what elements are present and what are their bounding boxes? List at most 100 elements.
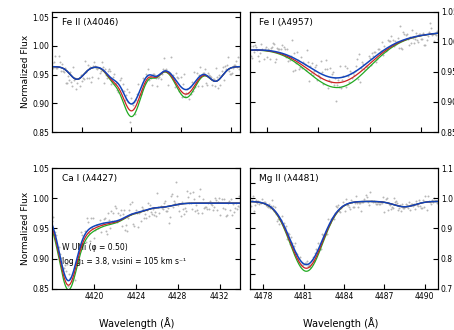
Point — [223, 212, 231, 217]
Point — [274, 46, 281, 51]
Point — [279, 43, 286, 48]
Point — [207, 201, 215, 206]
Point — [266, 56, 273, 62]
Point — [374, 56, 381, 62]
Point — [324, 216, 331, 221]
Point — [316, 74, 323, 79]
Point — [378, 49, 385, 54]
Point — [422, 42, 429, 48]
Point — [135, 225, 142, 230]
Point — [179, 82, 186, 87]
Point — [305, 262, 312, 268]
Point — [384, 37, 391, 42]
Point — [52, 230, 59, 235]
Point — [189, 189, 197, 195]
Point — [217, 82, 224, 87]
Point — [282, 54, 289, 59]
Point — [76, 84, 83, 89]
Point — [285, 231, 292, 236]
Point — [317, 76, 324, 81]
Point — [299, 66, 306, 71]
Point — [55, 53, 62, 59]
Point — [146, 75, 153, 80]
Point — [49, 218, 56, 224]
Point — [427, 201, 434, 206]
Point — [206, 199, 213, 204]
Point — [419, 36, 426, 41]
Point — [160, 200, 168, 205]
Point — [212, 197, 220, 202]
Point — [389, 37, 396, 42]
Point — [228, 213, 236, 218]
Point — [205, 207, 212, 212]
Point — [407, 40, 415, 45]
Point — [269, 41, 276, 46]
Point — [128, 211, 135, 216]
Point — [141, 81, 148, 86]
Point — [148, 210, 155, 215]
Point — [207, 74, 215, 79]
Point — [75, 76, 82, 81]
Point — [58, 61, 65, 67]
Point — [86, 65, 94, 70]
Point — [336, 84, 343, 89]
Point — [69, 65, 77, 70]
Point — [434, 37, 442, 42]
Point — [154, 191, 161, 196]
Point — [237, 45, 244, 50]
Point — [188, 91, 195, 97]
Point — [246, 43, 253, 48]
Point — [192, 80, 200, 85]
Point — [89, 74, 96, 80]
Point — [201, 67, 208, 72]
Point — [81, 228, 89, 234]
Point — [378, 199, 385, 204]
Point — [140, 215, 148, 220]
Point — [260, 56, 267, 62]
Point — [423, 207, 430, 212]
Point — [115, 211, 122, 216]
Point — [169, 205, 177, 210]
Point — [411, 36, 419, 42]
Point — [360, 61, 367, 66]
Point — [259, 46, 266, 51]
Point — [136, 210, 143, 215]
Point — [54, 66, 61, 71]
Point — [139, 75, 146, 80]
Point — [407, 201, 415, 206]
Point — [138, 204, 145, 209]
Point — [177, 74, 184, 79]
Point — [319, 232, 326, 237]
Point — [55, 245, 62, 250]
Point — [383, 47, 390, 52]
Point — [371, 199, 379, 205]
Point — [352, 64, 360, 69]
Point — [321, 66, 328, 71]
Point — [272, 211, 280, 216]
Point — [60, 69, 67, 75]
Point — [136, 92, 143, 98]
Point — [120, 88, 128, 93]
Point — [303, 258, 310, 264]
Point — [182, 91, 189, 96]
Point — [341, 64, 348, 69]
Point — [295, 57, 302, 63]
Point — [331, 210, 339, 215]
Point — [218, 69, 225, 74]
Point — [69, 279, 76, 284]
Point — [366, 55, 373, 61]
Point — [359, 60, 366, 65]
Point — [380, 52, 387, 57]
Point — [368, 50, 375, 55]
Point — [267, 46, 275, 51]
Point — [329, 214, 336, 219]
Point — [148, 212, 156, 217]
Point — [232, 205, 239, 211]
Point — [200, 205, 207, 211]
Point — [320, 82, 327, 87]
Point — [318, 59, 325, 64]
Point — [124, 215, 132, 220]
Point — [287, 53, 295, 59]
Point — [89, 225, 96, 231]
Point — [128, 101, 136, 106]
